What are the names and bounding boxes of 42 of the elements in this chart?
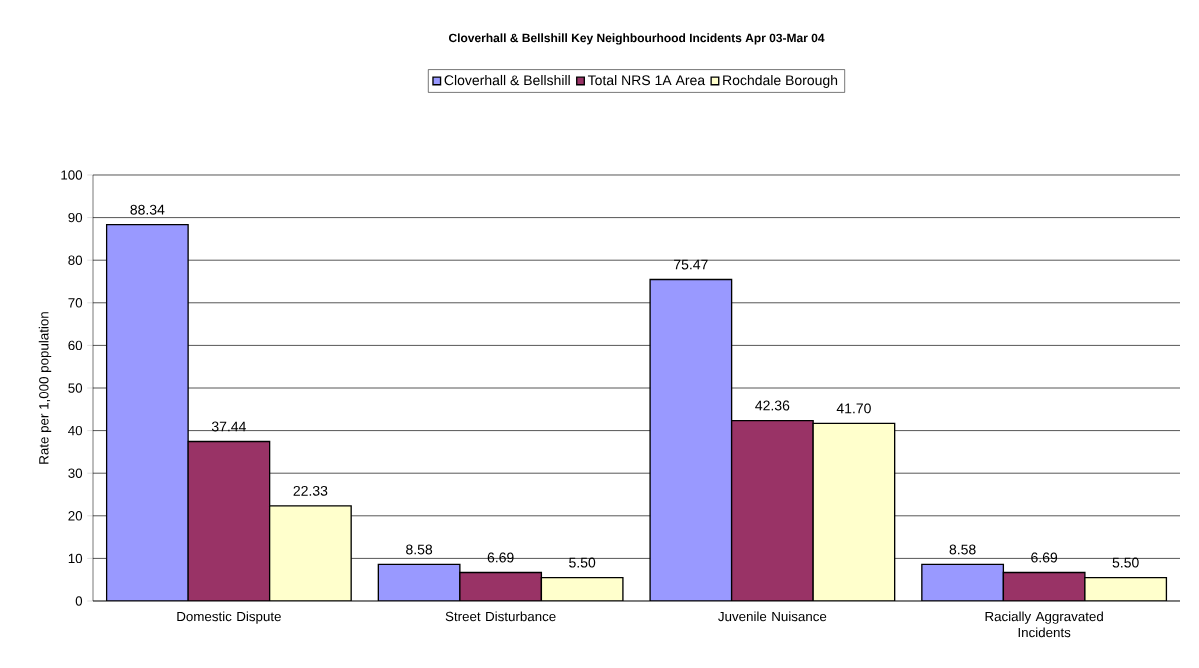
bar [1002, 571, 1086, 601]
bar [459, 572, 542, 601]
y-tick-label: 60 [68, 340, 83, 351]
y-tick-label: 50 [68, 383, 83, 393]
y-tick-label: 70 [68, 298, 83, 308]
x-tick-label: Street Disturbance [445, 611, 556, 622]
x-tick-label: Domestic Dispute [177, 611, 281, 624]
bar [650, 279, 732, 601]
legend-label: Total NRS 1A Area [587, 74, 706, 86]
bar [921, 563, 1005, 601]
data-label: 5.50 [569, 557, 596, 568]
data-label: 8.58 [949, 544, 976, 555]
bar [541, 577, 623, 601]
data-label: 37.44 [211, 421, 246, 432]
bar [269, 505, 352, 601]
y-axis-title: Rate per 1,000 population [38, 312, 52, 464]
bar [813, 423, 895, 601]
y-tick-label: 10 [68, 553, 83, 564]
y-tick-label: 80 [68, 255, 83, 265]
bar [106, 224, 189, 601]
data-label: 41.70 [836, 403, 871, 414]
chart-title: Cloverhall & Bellshill Key Neighbourhood Incidents Apr 03-Mar 04 [448, 33, 825, 45]
bar [731, 420, 814, 601]
bar [188, 441, 270, 601]
x-tick-label: Racially Aggravated Incidents [985, 611, 1103, 638]
y-tick-label: 40 [68, 425, 83, 436]
y-tick-label: 20 [68, 511, 83, 521]
x-tick-label: Juvenile Nuisance [718, 611, 827, 622]
data-label: 22.33 [293, 485, 328, 496]
bar [1084, 576, 1168, 601]
data-label: 88.34 [130, 204, 165, 215]
y-tick-label: 0 [75, 596, 83, 606]
data-label: 8.58 [406, 544, 433, 555]
data-label: 75.47 [674, 259, 708, 270]
bar [378, 564, 460, 601]
data-label: 42.36 [755, 400, 790, 411]
y-tick-label: 30 [68, 468, 83, 478]
data-label: 5.50 [1112, 557, 1139, 568]
legend-label: Rochdale Borough [723, 74, 838, 88]
legend-label: Cloverhall & Bellshill [444, 74, 570, 86]
y-tick-label: 90 [68, 212, 83, 223]
y-tick-label: 100 [61, 170, 83, 180]
